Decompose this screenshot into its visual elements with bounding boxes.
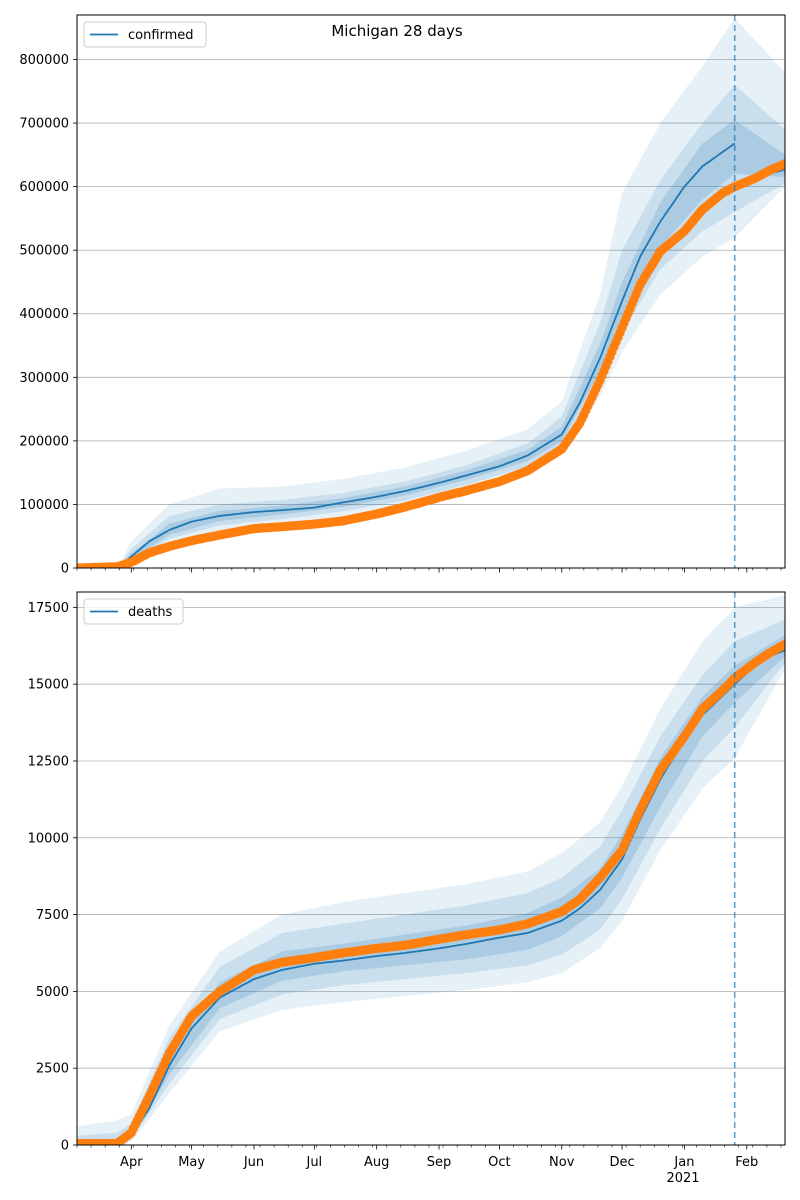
- confirmed-y-tick-label: 200000: [19, 434, 69, 449]
- confirmed-y-tick-label: 800000: [19, 53, 69, 68]
- confirmed-model-median-line: [77, 142, 736, 568]
- x-tick-label: Sep: [427, 1155, 452, 1170]
- x-tick-label: Dec: [610, 1155, 635, 1170]
- confirmed-uncertainty-bands: [77, 18, 785, 568]
- confirmed-chart: 0 100000 200000 300000 400000 500000 600000 700…: [19, 14, 786, 577]
- confirmed-y-tick-label: 300000: [19, 371, 69, 386]
- deaths-y-axis: 0 2500 5000 7500 10000 12500 15000 17500: [28, 601, 77, 1154]
- confirmed-y-tick-label: 700000: [19, 117, 69, 132]
- x-tick-label: Feb: [735, 1155, 758, 1170]
- deaths-y-tick-label: 17500: [28, 601, 69, 616]
- deaths-legend-box: [83, 598, 184, 625]
- deaths-x-axis: Apr May Jun Jul Aug Sep Oct Nov Dec Jan Feb: [76, 1145, 782, 1170]
- confirmed-observed-point: [780, 159, 785, 169]
- deaths-chart: 0 2500 5000 7500 10000 12500 15000 17500 Apr May…: [28, 591, 786, 1186]
- deaths-observed-points: [77, 639, 785, 1145]
- deaths-legend-label: deaths: [128, 605, 173, 620]
- confirmed-uncertainty-band: [77, 119, 785, 568]
- confirmed-uncertainty-band: [77, 18, 785, 568]
- deaths-y-tick-label: 7500: [36, 908, 69, 923]
- x-tick-label: Aug: [364, 1155, 389, 1170]
- deaths-axes-frame: [76, 591, 786, 1146]
- confirmed-y-tick-label: 0: [61, 562, 69, 577]
- confirmed-y-tick-label: 600000: [19, 180, 69, 195]
- deaths-y-tick-label: 5000: [36, 985, 69, 1000]
- confirmed-y-axis: 0 100000 200000 300000 400000 500000 600000 700…: [19, 53, 77, 577]
- deaths-uncertainty-band: [77, 635, 785, 1145]
- deaths-legend: deaths: [83, 598, 184, 625]
- deaths-y-tick-label: 12500: [28, 754, 69, 769]
- confirmed-legend-box: [83, 21, 207, 48]
- x-tick-label: Nov: [549, 1155, 575, 1170]
- confirmed-observed-points: [77, 159, 785, 568]
- deaths-uncertainty-band: [77, 595, 785, 1145]
- x-tick-label: Jul: [305, 1155, 322, 1170]
- deaths-observed-point: [780, 639, 785, 649]
- confirmed-gridlines: [77, 59, 785, 569]
- confirmed-x-axis: [76, 568, 782, 573]
- chart-title: Michigan 28 days: [331, 22, 462, 40]
- confirmed-legend: confirmed: [83, 21, 207, 48]
- deaths-y-tick-label: 0: [61, 1139, 69, 1154]
- x-tick-label: Jun: [243, 1155, 264, 1170]
- x-year-label: 2021: [666, 1171, 699, 1186]
- confirmed-y-tick-label: 400000: [19, 307, 69, 322]
- confirmed-uncertainty-band: [77, 84, 785, 568]
- confirmed-legend-label: confirmed: [128, 28, 194, 43]
- deaths-y-tick-label: 2500: [36, 1062, 69, 1077]
- deaths-y-tick-label: 15000: [28, 678, 69, 693]
- x-tick-label: May: [178, 1155, 205, 1170]
- x-tick-label: Jan: [673, 1155, 694, 1170]
- confirmed-y-tick-label: 500000: [19, 244, 69, 259]
- confirmed-axes-frame: [76, 14, 786, 569]
- x-tick-label: Oct: [488, 1155, 510, 1170]
- x-tick-label: Apr: [120, 1155, 143, 1170]
- confirmed-plot-area: [77, 15, 785, 568]
- deaths-y-tick-label: 10000: [28, 831, 69, 846]
- confirmed-y-tick-label: 100000: [19, 498, 69, 513]
